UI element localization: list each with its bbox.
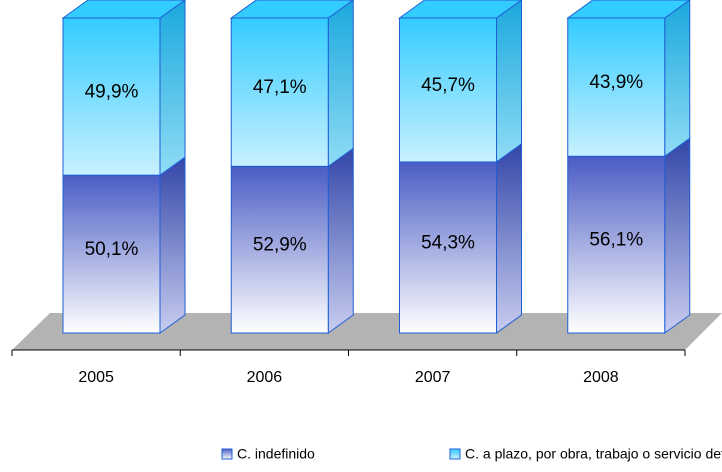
value-label: 50,1% — [85, 239, 139, 260]
bar-side — [496, 142, 522, 334]
bar-side — [159, 156, 186, 334]
legend-swatch — [449, 448, 461, 460]
x-tick-label: 2008 — [583, 369, 619, 386]
bar-side — [159, 0, 186, 177]
legend-label: C. indefinido — [237, 446, 315, 462]
bar — [62, 174, 161, 334]
bar-side — [327, 147, 354, 334]
bar — [399, 17, 497, 163]
value-label: 45,7% — [421, 75, 475, 96]
value-label: 54,3% — [421, 232, 475, 253]
bar-side — [664, 0, 691, 158]
bar — [62, 17, 161, 176]
legend-label: C. a plazo, por obra, trabajo o servicio… — [465, 446, 722, 462]
bar — [567, 155, 666, 334]
value-label: 47,1% — [253, 77, 307, 98]
bar-side — [664, 137, 691, 334]
value-label: 49,9% — [85, 82, 139, 103]
bar-top — [397, 0, 523, 19]
x-tick-label: 2005 — [78, 369, 114, 386]
bar-top — [61, 0, 186, 19]
x-tick-label: 2007 — [415, 369, 451, 386]
floor — [12, 313, 722, 350]
x-tick-label: 2006 — [247, 369, 283, 386]
bar — [399, 161, 497, 334]
legend-swatch — [221, 448, 233, 460]
bar-top — [566, 0, 691, 19]
value-label: 56,1% — [589, 230, 643, 251]
bar-side — [327, 0, 354, 168]
bar-top — [229, 0, 355, 19]
value-label: 43,9% — [589, 72, 643, 93]
value-label: 52,9% — [253, 235, 307, 256]
bar-side — [496, 0, 522, 163]
bar — [567, 17, 666, 157]
